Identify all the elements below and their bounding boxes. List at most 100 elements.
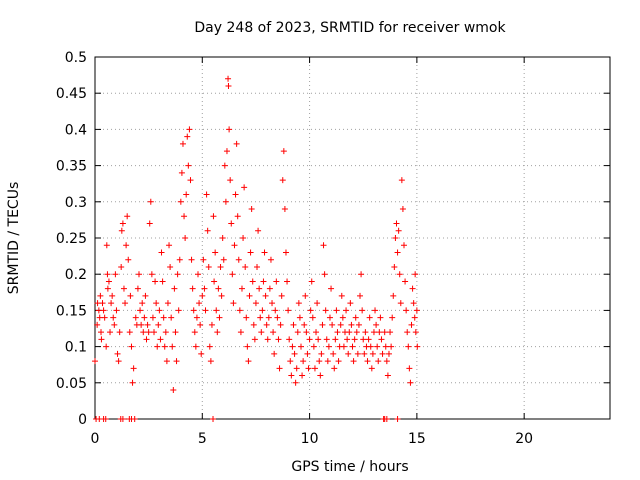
data-point (390, 292, 397, 299)
data-point (100, 416, 107, 422)
data-point (387, 329, 394, 336)
data-point (398, 177, 405, 184)
data-point (225, 82, 232, 89)
data-point (181, 213, 188, 220)
data-point (258, 329, 265, 336)
data-point (189, 285, 196, 292)
data-point (188, 256, 195, 263)
data-point (154, 343, 161, 350)
data-point (227, 177, 234, 184)
data-point (98, 329, 105, 336)
data-point (104, 271, 111, 278)
data-point (323, 336, 330, 343)
data-point (310, 343, 317, 350)
data-point (109, 292, 116, 299)
data-point (382, 343, 389, 350)
data-point (190, 307, 197, 314)
data-point (410, 300, 417, 307)
data-point (149, 314, 156, 321)
data-point (263, 321, 270, 328)
data-point (213, 307, 220, 314)
data-point (169, 343, 176, 350)
data-point (365, 336, 372, 343)
data-point (260, 278, 267, 285)
data-point (122, 300, 129, 307)
data-point (143, 336, 150, 343)
data-point (141, 314, 148, 321)
data-point (330, 350, 337, 357)
data-point (347, 300, 354, 307)
y-tick-label: 0.4 (65, 122, 87, 138)
data-point (300, 358, 307, 365)
data-point (354, 350, 361, 357)
data-point (381, 329, 388, 336)
data-point (94, 321, 101, 328)
data-point (358, 271, 365, 278)
data-point (226, 126, 233, 133)
data-point (182, 235, 189, 241)
data-point (361, 350, 368, 357)
data-point (173, 358, 180, 365)
data-point (313, 329, 320, 336)
data-point (196, 300, 203, 307)
y-tick-label: 0.15 (56, 303, 87, 319)
data-point (183, 191, 190, 198)
data-point (118, 263, 125, 270)
data-point (187, 177, 194, 184)
data-point (116, 329, 123, 336)
data-point (332, 336, 339, 343)
data-point (142, 292, 149, 299)
data-point (284, 278, 291, 285)
data-point (178, 169, 185, 176)
data-point (99, 300, 106, 307)
data-point (127, 292, 134, 299)
data-point (288, 372, 295, 379)
data-point (346, 329, 353, 336)
data-point (128, 416, 135, 422)
data-point (406, 365, 413, 372)
data-point (328, 285, 335, 292)
data-point (326, 314, 333, 321)
data-point (306, 336, 313, 343)
data-point (113, 307, 120, 314)
data-point (294, 329, 301, 336)
data-point (217, 263, 224, 270)
data-point (355, 321, 362, 328)
x-tick-label: 5 (198, 431, 207, 447)
data-point (198, 350, 205, 357)
data-point (160, 314, 167, 321)
data-point (191, 329, 198, 336)
data-point (366, 314, 373, 321)
data-point (210, 416, 217, 422)
y-tick-label: 0.5 (65, 50, 87, 66)
data-point (399, 206, 406, 213)
data-point (301, 321, 308, 328)
data-point (211, 278, 218, 285)
data-point (267, 256, 274, 263)
data-point (115, 358, 122, 365)
data-point (266, 285, 273, 292)
data-point (123, 242, 130, 249)
data-point (221, 162, 228, 169)
data-point (407, 379, 414, 386)
data-point (391, 263, 398, 270)
data-point (204, 227, 211, 234)
data-point (395, 227, 402, 234)
y-tick-label: 0.45 (56, 86, 87, 102)
data-point (243, 314, 250, 321)
data-point (349, 343, 356, 350)
data-point (412, 271, 419, 278)
data-point (393, 220, 400, 227)
data-point (321, 271, 328, 278)
data-point (262, 292, 269, 299)
data-point (377, 314, 384, 321)
data-point (218, 292, 225, 299)
data-point (144, 321, 151, 328)
data-point (360, 336, 367, 343)
data-point (130, 365, 137, 372)
data-point (250, 321, 257, 328)
data-point (119, 416, 126, 422)
data-point (413, 307, 420, 314)
data-point (307, 307, 314, 314)
